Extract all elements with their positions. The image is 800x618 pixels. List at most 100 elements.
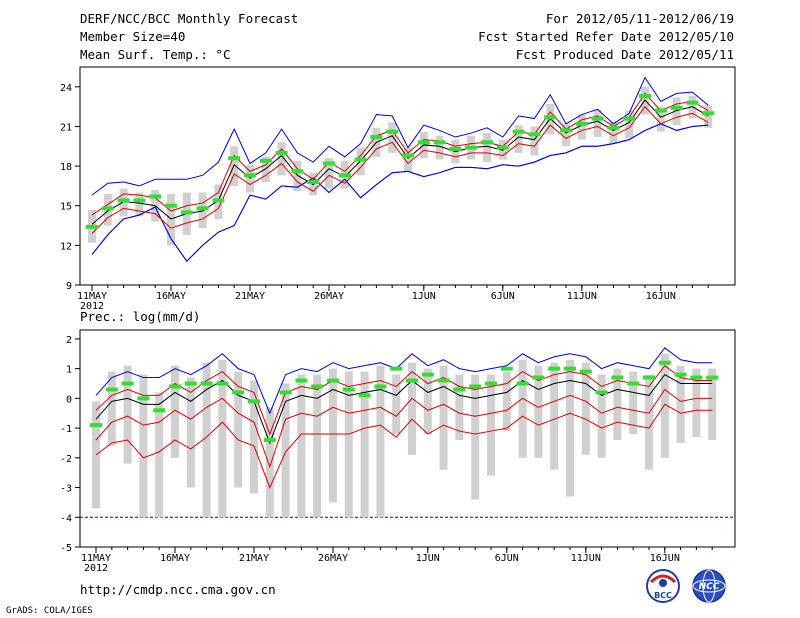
prec-lb-line xyxy=(95,403,713,489)
prec-observed-marker xyxy=(200,381,213,386)
temp-observed-marker xyxy=(465,145,478,150)
temp-y-tick-label: 12 xyxy=(60,241,72,252)
temp-observed-marker xyxy=(575,121,588,126)
temp-observed-marker xyxy=(528,132,541,137)
temp-observed-marker xyxy=(544,115,557,120)
prec-observed-marker xyxy=(564,366,576,371)
prec-spread-box xyxy=(708,368,717,440)
prec-spread-box xyxy=(234,371,243,488)
footer-url[interactable]: http://cmdp.ncc.cma.gov.cn xyxy=(80,582,276,597)
temp-observed-marker xyxy=(654,108,667,113)
temp-spread-box xyxy=(656,106,665,132)
prec-p10-line xyxy=(95,388,713,469)
prec-y-tick-label: -3 xyxy=(60,484,72,495)
temp-observed-marker xyxy=(417,140,430,145)
prec-spread-box xyxy=(581,362,590,455)
temp-spread-box xyxy=(562,123,570,147)
prec-x-tick-label: 6JUN xyxy=(495,553,519,564)
temp-observed-marker xyxy=(354,157,367,162)
prec-spread-box xyxy=(344,371,353,518)
temp-spread-box xyxy=(325,158,333,189)
member-size: Member Size=40 xyxy=(80,29,186,44)
temp-p10-line xyxy=(91,105,709,234)
prec-observed-marker xyxy=(485,381,497,386)
prec-observed-marker xyxy=(105,387,118,392)
prec-x-tick-label: 11JUN xyxy=(571,553,601,564)
prec-observed-marker xyxy=(358,393,371,398)
prec-observed-marker xyxy=(643,375,655,380)
temp-y-tick-label: 24 xyxy=(60,83,72,94)
temp-y-tick-label: 18 xyxy=(60,162,72,173)
temp-y-tick-label: 15 xyxy=(60,202,72,213)
prec-observed-marker xyxy=(595,390,608,395)
prec-spread-box xyxy=(281,383,290,518)
temp-observed-marker xyxy=(275,150,288,155)
prec-spread-box xyxy=(313,374,322,518)
prec-observed-marker xyxy=(611,375,624,380)
prec-observed-marker xyxy=(690,375,703,380)
forecast-produced: Fcst Produced Date 2012/05/11 xyxy=(515,47,734,62)
temp-observed-marker xyxy=(307,179,320,184)
prec-spread-box xyxy=(645,374,653,470)
temp-spread-box xyxy=(514,125,523,153)
prec-spread-box xyxy=(123,365,132,464)
temp-x-tick-label: 11MAY xyxy=(77,291,107,302)
prec-observed-marker xyxy=(295,378,308,383)
prec-spread-box xyxy=(171,365,179,458)
bcc-logo: BCC xyxy=(642,568,684,604)
temp-observed-marker xyxy=(607,125,620,130)
prec-spread-box xyxy=(471,374,480,500)
prec-observed-marker xyxy=(548,366,561,371)
prec-spread-box xyxy=(502,371,511,432)
prec-observed-marker xyxy=(706,375,719,380)
temp-spread-box xyxy=(483,133,491,163)
prec-observed-marker xyxy=(153,408,166,413)
temp-observed-marker xyxy=(101,206,114,211)
prec-observed-marker xyxy=(390,366,403,371)
prec-observed-marker xyxy=(658,360,671,365)
temp-observed-marker xyxy=(386,129,399,134)
prec-spread-box xyxy=(265,407,274,518)
prec-y-tick-label: -1 xyxy=(60,424,72,435)
temp-x-tick-label: 1JUN xyxy=(412,291,436,302)
temp-observed-marker xyxy=(433,140,446,145)
temp-spread-box xyxy=(230,146,239,186)
prec-p90-line xyxy=(95,364,713,436)
prec-y-tick-label: 2 xyxy=(66,335,72,346)
prec-observed-marker xyxy=(121,381,134,386)
prec-observed-marker xyxy=(579,369,592,374)
ncc-logo: NCC xyxy=(688,568,730,604)
prec-observed-marker xyxy=(342,387,355,392)
prec-observed-marker xyxy=(437,378,450,383)
temp-observed-marker xyxy=(149,194,162,199)
precip-panel-title: Prec.: log(mm/d) xyxy=(80,309,200,324)
temp-max-line xyxy=(91,123,709,262)
prec-spread-box xyxy=(297,374,306,518)
prec-x-tick-label: 16MAY xyxy=(160,553,190,564)
temp-ub-line xyxy=(91,76,709,196)
temp-observed-marker xyxy=(370,135,383,140)
prec-spread-box xyxy=(487,374,495,476)
grads-credit: GrADS: COLA/IGES xyxy=(6,606,93,616)
prec-spread-box xyxy=(660,353,669,458)
prec-x-tick-label: 1JUN xyxy=(416,553,440,564)
temp-min-line xyxy=(91,123,709,262)
prec-x-tick-label: 11MAY xyxy=(81,553,111,564)
prec-observed-marker xyxy=(216,381,229,386)
temp-year-label: 2012 xyxy=(80,301,104,312)
prec-observed-marker xyxy=(453,387,466,392)
prec-y-tick-label: 1 xyxy=(66,365,72,376)
temp-mean-line xyxy=(91,99,709,225)
prec-spread-box xyxy=(597,374,606,458)
ncc-logo-text: NCC xyxy=(699,582,720,592)
prec-observed-marker xyxy=(311,384,324,389)
prec-spread-box xyxy=(155,392,164,518)
prec-spread-box xyxy=(202,362,211,518)
prec-spread-box xyxy=(250,380,258,494)
temp-spread-box xyxy=(625,110,634,139)
bcc-logo-text: BCC xyxy=(654,591,672,600)
temp-observed-marker xyxy=(449,146,462,151)
prec-observed-marker xyxy=(327,378,339,383)
temp-observed-marker xyxy=(86,224,98,229)
temp-observed-marker xyxy=(496,145,509,150)
